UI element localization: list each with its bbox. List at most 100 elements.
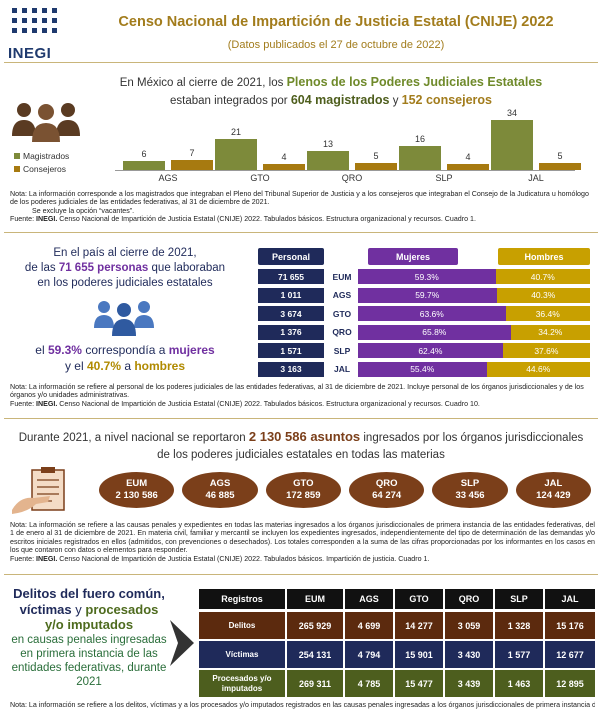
entity-label: SLP xyxy=(333,345,351,356)
bar-label: 5 xyxy=(557,150,563,161)
source-text: Censo Nacional de Impartición de Justici… xyxy=(57,215,476,224)
text: En el país al cierre de 2021, xyxy=(53,247,197,259)
divider xyxy=(4,62,598,63)
legend-item: Magistrados xyxy=(14,150,69,163)
value-label: 40.3% xyxy=(531,290,556,300)
bar-label: 34 xyxy=(506,108,517,118)
table-cell: 15 176 xyxy=(545,612,595,639)
logo-mark xyxy=(12,8,57,33)
text: que laboraban xyxy=(148,262,226,274)
table-cell: 12 677 xyxy=(545,641,595,668)
bar-chart: 6 7 AGS 21 4 GTO 13 5 QRO 16 4 SLP 34 5 JAL xyxy=(115,108,581,188)
source-label: Fuente: xyxy=(10,399,37,408)
source-org: INEGI. xyxy=(36,399,58,408)
table-cell: 12 895 xyxy=(545,670,595,697)
note-text: Se excluye la opción “vacantes”. xyxy=(32,206,135,215)
bar-hombres xyxy=(496,287,590,303)
baseline xyxy=(115,170,575,171)
source-org: INEGI. xyxy=(36,554,58,563)
bar-label: 4 xyxy=(465,152,471,163)
bar xyxy=(447,164,489,170)
bar-hombres xyxy=(502,343,590,358)
table-header: Hombres xyxy=(498,248,590,265)
bar-mujeres xyxy=(358,343,503,358)
asuntos-note: Nota: La información se refiere a las ca… xyxy=(10,521,595,563)
source-label: Fuente: xyxy=(10,554,37,563)
personal-text: En el país al cierre de 2021, de las 71 … xyxy=(0,246,250,291)
legend-label: Consejeros xyxy=(23,164,66,174)
bar xyxy=(399,146,441,170)
highlight: 71 655 personas xyxy=(58,262,149,274)
text: y xyxy=(389,95,402,107)
bar-label: 6 xyxy=(141,149,147,160)
text: el xyxy=(35,343,48,357)
asunto-oval: AGS 46 885 xyxy=(182,472,258,508)
value-label: 63.6% xyxy=(419,308,444,319)
legend-item: Consejeros xyxy=(14,163,69,176)
asunto-oval: EUM 2 130 586 xyxy=(99,472,175,508)
category-label: SLP xyxy=(435,173,453,183)
text: estaban integrados por xyxy=(170,95,291,107)
source: Fuente: INEGI. Censo Nacional de Imparti… xyxy=(10,215,595,223)
oval-text: GTO xyxy=(293,478,314,489)
value-label: 40.7% xyxy=(530,271,555,282)
personal-note: Nota: La información se refiere al perso… xyxy=(10,383,595,408)
highlight: 59.3% xyxy=(47,343,82,357)
bar-mujeres xyxy=(358,306,506,321)
asunto-oval: QRO 64 274 xyxy=(349,472,425,508)
bar-hombres xyxy=(510,324,590,340)
table-cell: 14 277 xyxy=(395,612,443,639)
asuntos-list: EUM 2 130 586 AGS 46 885 GTO 172 859 QRO 64 274… xyxy=(95,472,595,512)
value-label: 44.6% xyxy=(526,364,551,374)
bar-label: 7 xyxy=(189,147,195,158)
legend: Magistrados Consejeros xyxy=(14,150,69,176)
asunto-oval: JAL 124 429 xyxy=(515,472,591,508)
bar-hombres xyxy=(486,361,590,377)
table-header: Personal xyxy=(258,248,324,265)
bar-label: 16 xyxy=(414,134,425,145)
asunto-oval: GTO 172 859 xyxy=(265,472,341,508)
bar-mujeres xyxy=(358,287,497,303)
text: y xyxy=(71,601,86,617)
table-header: EUM xyxy=(287,589,343,609)
highlight: víctimas xyxy=(19,601,72,617)
highlight: procesados xyxy=(85,601,159,617)
source-org: INEGI. xyxy=(36,215,58,224)
highlight: hombres xyxy=(134,359,186,373)
text: En México al cierre de 2021, los xyxy=(119,77,287,89)
divider xyxy=(4,232,598,233)
personal-count: 1 011 xyxy=(258,287,324,303)
text: correspondía a xyxy=(81,343,169,357)
bar xyxy=(123,161,165,170)
source-label: Fuente: xyxy=(10,215,37,224)
highlight: y/o imputados xyxy=(44,617,134,632)
table-cell: 4 785 xyxy=(345,670,393,697)
clipboard-icon xyxy=(12,467,65,514)
value-label: 55.4% xyxy=(410,364,435,374)
entity-label: QRO xyxy=(332,327,352,337)
text: de las xyxy=(24,262,59,274)
table-cell: 4 699 xyxy=(345,612,393,639)
table-cell: 3 430 xyxy=(445,641,493,668)
asunto-oval: SLP 33 456 xyxy=(432,472,508,508)
text: ingresados por los órganos jurisdicciona… xyxy=(360,432,584,444)
table-header: JAL xyxy=(545,589,595,609)
category-label: QRO xyxy=(341,173,363,183)
highlight: 40.7% xyxy=(86,359,121,373)
table-cell: 15 477 xyxy=(395,670,443,697)
delitos-table: Registros EUM AGS GTO QRO SLP JAL Delitos 265 92… xyxy=(198,589,596,697)
value-label: 65.8% xyxy=(422,327,447,337)
bar-label: 5 xyxy=(373,150,379,161)
table-cell: 1 328 xyxy=(495,612,543,639)
table-cell: 254 131 xyxy=(287,641,343,668)
category-label: JAL xyxy=(528,173,544,183)
row-header: Víctimas xyxy=(199,641,285,668)
text: y el xyxy=(64,359,87,373)
category-label: AGS xyxy=(158,173,178,183)
source: Fuente: INEGI. Censo Nacional de Imparti… xyxy=(10,400,595,408)
table-header: GTO xyxy=(395,589,443,609)
table-cell: 3 059 xyxy=(445,612,493,639)
personal-count: 71 655 xyxy=(258,269,324,284)
bar xyxy=(263,164,305,170)
source-text: Censo Nacional de Impartición de Justici… xyxy=(57,399,480,408)
